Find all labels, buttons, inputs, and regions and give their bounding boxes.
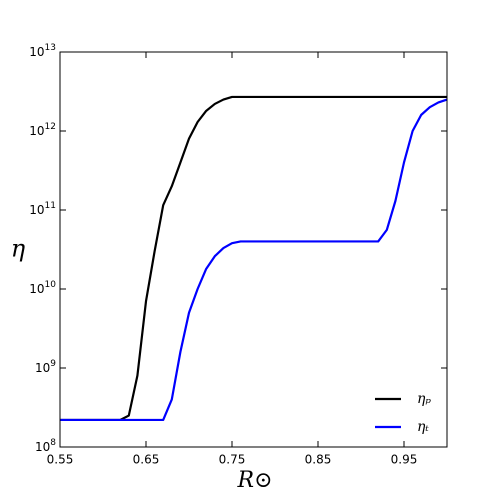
tick-exponent: 11 xyxy=(45,201,56,211)
y-tick-label: 108 xyxy=(35,438,56,454)
y-tick-label: 1010 xyxy=(29,280,56,296)
plot-frame xyxy=(59,51,448,448)
line-series xyxy=(60,95,447,422)
tick-base: 10 xyxy=(29,45,44,59)
tick-exponent: 12 xyxy=(45,122,56,132)
x-tick-label: 0.65 xyxy=(133,453,160,467)
legend-label: ηₜ xyxy=(417,419,429,435)
tick-base: 10 xyxy=(29,282,44,296)
tick-base: 10 xyxy=(35,440,50,454)
tick-exponent: 13 xyxy=(45,43,56,53)
line-series xyxy=(60,98,448,422)
tick-base: 10 xyxy=(35,361,50,375)
tick-base: 10 xyxy=(29,124,44,138)
x-tick-label: 0.55 xyxy=(47,453,74,467)
y-axis-label: η xyxy=(11,235,26,263)
y-tick-label: 109 xyxy=(35,359,56,375)
y-tick-label: 1012 xyxy=(29,122,56,138)
x-tick-label: 0.75 xyxy=(219,453,246,467)
legend-label: ηₚ xyxy=(417,391,431,407)
x-tick-label: 0.95 xyxy=(391,453,418,467)
y-tick-label: 1013 xyxy=(29,43,56,59)
y-tick-label: 1011 xyxy=(29,201,56,217)
tick-exponent: 10 xyxy=(45,280,57,290)
x-tick-label: 0.85 xyxy=(305,453,332,467)
tick-base: 10 xyxy=(29,203,44,217)
tick-exponent: 8 xyxy=(50,438,56,448)
x-axis-label: R⊙ xyxy=(237,468,273,493)
tick-exponent: 9 xyxy=(50,359,56,369)
